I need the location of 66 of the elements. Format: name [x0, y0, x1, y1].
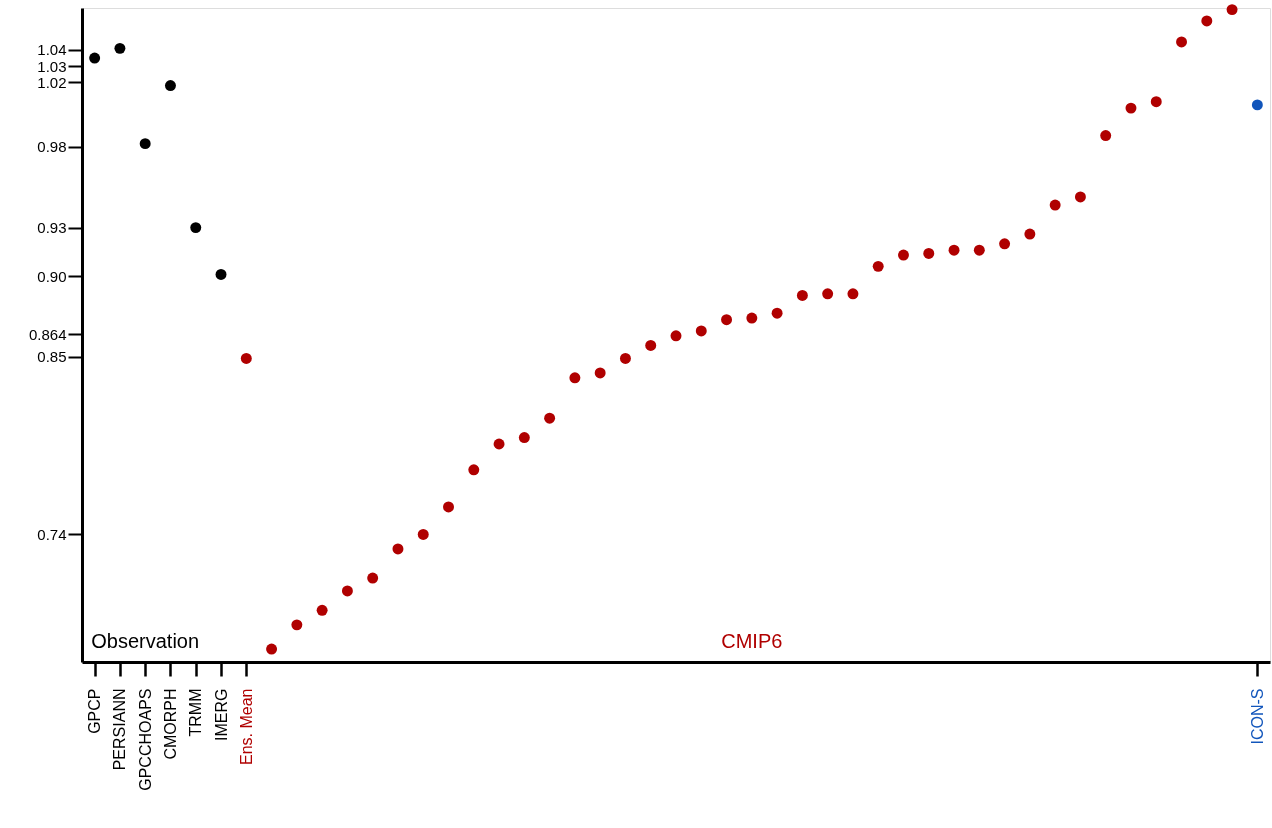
y-tick-label: 1.04	[37, 41, 67, 59]
point	[746, 312, 758, 324]
point	[594, 367, 606, 379]
point	[164, 80, 176, 91]
point	[1251, 99, 1263, 111]
point	[190, 222, 202, 234]
point	[1150, 96, 1162, 108]
point	[569, 372, 581, 384]
y-tick-label: 0.864	[28, 325, 67, 343]
point	[796, 289, 808, 301]
point	[999, 238, 1011, 250]
point	[215, 268, 227, 280]
x-tick-label: ICON-S	[1248, 688, 1266, 745]
point	[1176, 36, 1188, 48]
y-tick-label: 0.85	[37, 348, 67, 366]
point	[367, 572, 379, 584]
point	[341, 585, 353, 597]
point	[139, 138, 151, 150]
point	[847, 288, 859, 300]
x-tick-label: CMORPH	[161, 688, 179, 760]
point	[1125, 102, 1137, 114]
point	[417, 528, 429, 540]
point	[443, 501, 454, 513]
point	[518, 432, 530, 444]
point	[392, 543, 404, 555]
point	[923, 247, 935, 259]
x-tick-label: GPCP	[86, 688, 104, 734]
point	[670, 330, 682, 342]
y-tick-label: 0.90	[37, 267, 67, 285]
y-tick-label: 0.93	[37, 219, 67, 237]
point	[973, 244, 985, 256]
point	[1100, 130, 1112, 142]
x-tick-label: IMERG	[212, 688, 230, 741]
point	[695, 325, 707, 337]
y-tick-label: 1.03	[37, 57, 67, 75]
point	[89, 52, 101, 64]
point	[822, 288, 834, 300]
point	[316, 604, 328, 616]
point	[1226, 4, 1238, 16]
x-tick-label: GPCCHOAPS	[136, 688, 154, 791]
point	[468, 464, 480, 476]
y-tick-label: 0.74	[37, 525, 67, 543]
point	[645, 340, 657, 351]
point	[1049, 199, 1061, 211]
point	[493, 438, 505, 450]
point	[240, 352, 252, 364]
point	[114, 42, 126, 54]
point	[948, 244, 960, 256]
point	[291, 619, 303, 631]
point	[771, 307, 783, 319]
y-tick-label: 0.98	[37, 138, 67, 156]
point	[619, 352, 631, 364]
y-tick-label: 1.02	[37, 73, 67, 91]
point	[872, 260, 884, 272]
text: Observation	[91, 630, 200, 652]
point	[1074, 191, 1086, 203]
point	[266, 643, 278, 655]
point	[898, 249, 909, 261]
x-tick-label: Ens. Mean	[237, 688, 255, 765]
point	[721, 314, 733, 326]
text: CMIP6	[721, 630, 783, 652]
point	[1201, 15, 1213, 27]
x-tick-label: PERSIANN	[111, 688, 129, 771]
point	[1024, 228, 1036, 240]
x-tick-label: TRMM	[187, 688, 205, 737]
point	[544, 412, 556, 424]
